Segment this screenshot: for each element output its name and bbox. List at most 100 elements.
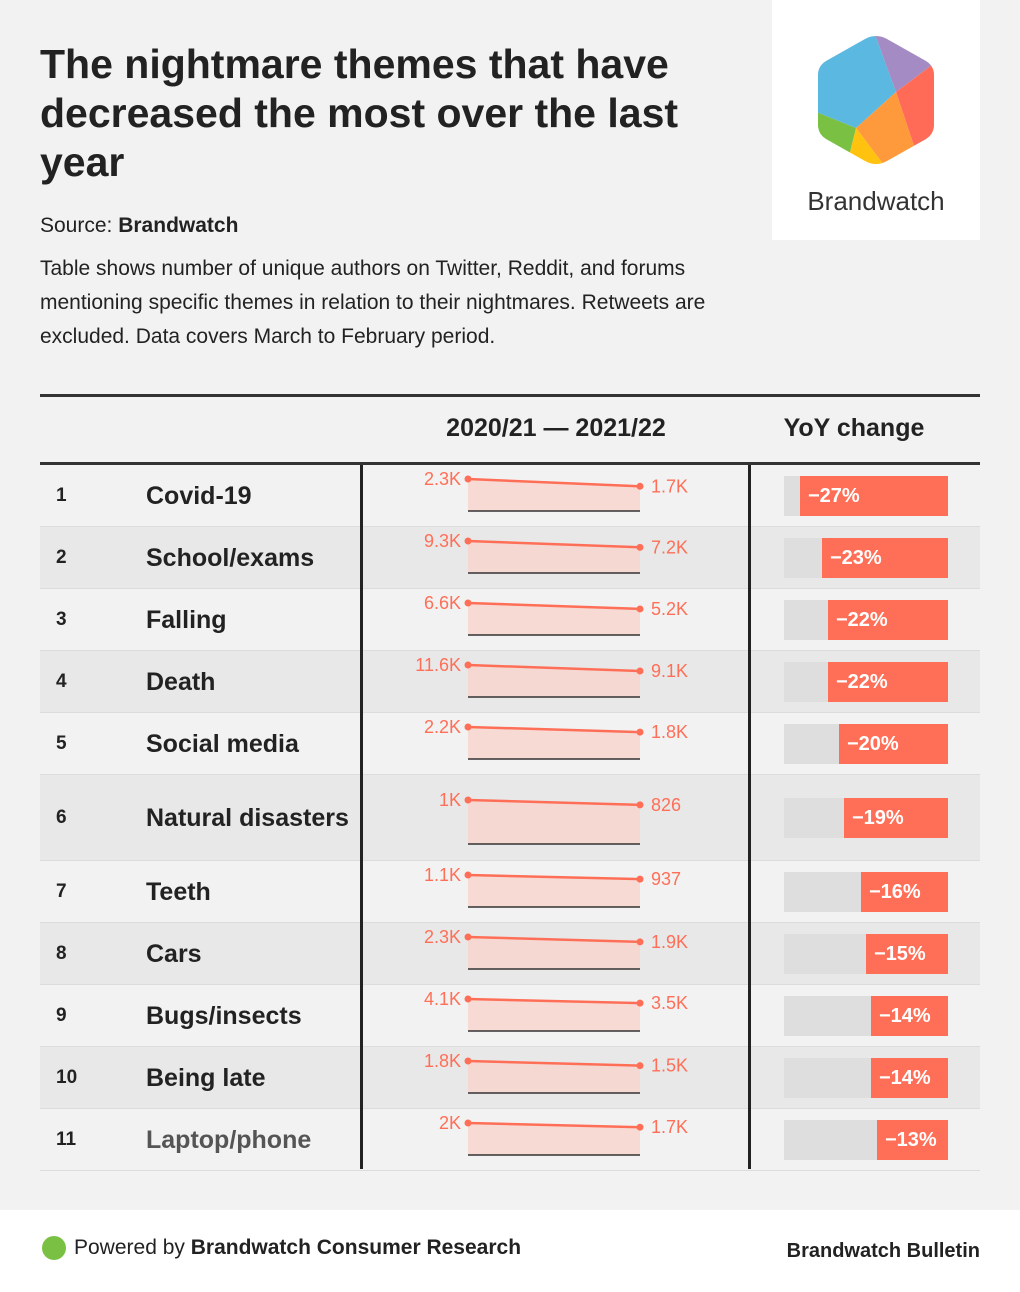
sparkline-line — [467, 798, 641, 807]
row-theme: Laptop/phone — [146, 1125, 312, 1154]
table-top-rule — [40, 394, 980, 397]
yoy-bar: −19% — [844, 798, 948, 838]
sparkline-start-point — [464, 995, 472, 1003]
sparkline-end-point — [636, 605, 644, 613]
sparkline-start-point — [464, 537, 472, 545]
sparkline-area — [468, 1123, 640, 1155]
sparkline-line — [467, 663, 641, 673]
yoy-track: −14% — [784, 996, 948, 1036]
header-range: 2020/21 — 2021/22 — [446, 414, 666, 442]
sparkline-end-point — [636, 1062, 644, 1070]
sparkline-line — [467, 935, 641, 944]
table-row: 4 Death 11.6K 9.1K −22% — [40, 651, 980, 713]
sparkline-line — [467, 1059, 641, 1067]
chart-title: The nightmare themes that have decreased… — [40, 41, 679, 185]
value-2021-22: 9.1K — [651, 661, 688, 681]
yoy-track: −14% — [784, 1058, 948, 1098]
row-rank: 9 — [56, 1004, 67, 1026]
row-theme: Cars — [146, 939, 202, 968]
value-2020-21: 1.8K — [424, 1051, 461, 1071]
value-2021-22: 7.2K — [651, 537, 688, 557]
sparkline: 1.8K 1.5K — [424, 1051, 688, 1094]
sparkline-area — [468, 541, 640, 573]
yoy-track: −13% — [784, 1120, 948, 1160]
brandwatch-hexagon-icon — [818, 36, 934, 164]
sparkline-start-point — [464, 796, 472, 804]
sparkline-end-point — [636, 667, 644, 675]
value-2021-22: 1.8K — [651, 722, 688, 742]
sparkline: 1K 826 — [439, 790, 681, 845]
powered-name: Brandwatch Consumer Research — [190, 1236, 522, 1259]
table-row: 8 Cars 2.3K 1.9K −15% — [40, 923, 980, 985]
row-rank: 4 — [56, 670, 67, 692]
value-2021-22: 826 — [651, 795, 681, 815]
yoy-bar: −16% — [861, 872, 948, 912]
yoy-bar: −13% — [877, 1120, 948, 1160]
sparkline: 11.6K 9.1K — [415, 655, 688, 698]
yoy-track: −19% — [784, 798, 948, 838]
value-2021-22: 1.7K — [651, 1117, 688, 1137]
row-rank: 2 — [56, 546, 67, 568]
header-rule — [40, 462, 980, 465]
table-row: 10 Being late 1.8K 1.5K −14% — [40, 1047, 980, 1109]
sparkline-area — [468, 999, 640, 1031]
sparkline-area — [468, 665, 640, 697]
yoy-track: −16% — [784, 872, 948, 912]
powered-prefix: Powered by — [74, 1236, 185, 1259]
sparkline-end-point — [636, 801, 644, 809]
row-theme: Bugs/insects — [146, 1001, 302, 1030]
yoy-bar: −22% — [828, 600, 948, 640]
row-rank: 7 — [56, 880, 67, 902]
table-row: 11 Laptop/phone 2K 1.7K −13% — [40, 1109, 980, 1171]
yoy-track: −23% — [784, 538, 948, 578]
brandwatch-dot-icon — [42, 1236, 66, 1260]
sparkline-area — [468, 800, 640, 844]
sparkline: 2.3K 1.9K — [424, 927, 688, 970]
footer-bulletin: Brandwatch Bulletin — [786, 1240, 980, 1262]
sparkline-line — [467, 477, 641, 488]
sparkline-area — [468, 727, 640, 759]
row-rank: 5 — [56, 732, 67, 754]
sparkline: 2.3K 1.7K — [424, 469, 688, 512]
value-2020-21: 2K — [439, 1113, 461, 1133]
sparkline: 1.1K 937 — [424, 865, 681, 908]
yoy-bar: −14% — [871, 996, 948, 1036]
sparkline: 6.6K 5.2K — [424, 593, 688, 636]
value-2021-22: 5.2K — [651, 599, 688, 619]
yoy-bar: −14% — [871, 1058, 948, 1098]
powered-by: Powered by Brandwatch Consumer Research — [74, 1236, 521, 1260]
sparkline-end-point — [636, 999, 644, 1007]
logo-text: Brandwatch — [807, 186, 945, 216]
value-2020-21: 6.6K — [424, 593, 461, 613]
yoy-bar: −27% — [800, 476, 948, 516]
row-rank: 6 — [56, 806, 67, 828]
table-row: 6 Natural disasters 1K 826 −19% — [40, 775, 980, 861]
row-theme: Natural disasters — [146, 803, 349, 832]
sparkline-end-point — [636, 543, 644, 551]
value-2021-22: 1.7K — [651, 476, 688, 496]
sparkline-line — [467, 1121, 641, 1129]
sparkline-start-point — [464, 1057, 472, 1065]
row-theme: Being late — [146, 1063, 266, 1092]
yoy-track: −27% — [784, 476, 948, 516]
value-2020-21: 1K — [439, 790, 461, 810]
row-theme: Social media — [146, 729, 299, 758]
table-row: 3 Falling 6.6K 5.2K −22% — [40, 589, 980, 651]
source-line: Source: Brandwatch — [40, 214, 238, 238]
sparkline: 4.1K 3.5K — [424, 989, 688, 1032]
row-rank: 1 — [56, 484, 67, 506]
sparkline-start-point — [464, 661, 472, 669]
yoy-bar: −23% — [822, 538, 948, 578]
sparkline-area — [468, 875, 640, 907]
row-theme: Falling — [146, 605, 227, 634]
value-2021-22: 1.9K — [651, 932, 688, 952]
sparkline: 2K 1.7K — [439, 1113, 688, 1156]
sparkline-line — [467, 873, 641, 881]
sparkline-area — [468, 603, 640, 635]
row-theme: School/exams — [146, 543, 315, 572]
row-rank: 3 — [56, 608, 67, 630]
sparkline-end-point — [636, 1123, 644, 1131]
value-2020-21: 2.3K — [424, 927, 461, 947]
sparkline-start-point — [464, 475, 472, 483]
sparkline-start-point — [464, 933, 472, 941]
